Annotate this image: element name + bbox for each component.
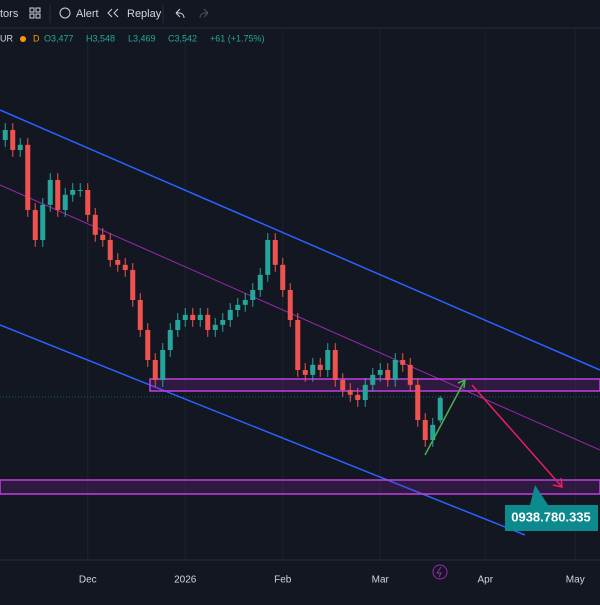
candle-body [287,290,293,320]
candle-body [17,144,23,150]
interval: D [33,33,40,43]
candle-body [362,384,368,400]
candle-body [197,314,203,320]
candle-body [47,180,53,205]
indicators-button[interactable]: tors [0,8,19,20]
x-tick-label: Mar [372,575,390,586]
candle-body [227,310,233,320]
candle-body [355,394,361,400]
callout-box [505,485,598,531]
candle-body [160,350,166,380]
candle-body [92,214,98,235]
alert-button[interactable]: Alert [76,8,99,20]
candle-body [317,364,323,370]
lightning-button[interactable] [432,564,448,580]
candle-body [295,320,301,370]
candle-body [25,144,31,210]
candle-body [437,397,443,421]
candle-body [400,360,406,365]
candle-body [220,320,226,325]
channel-lower [0,324,526,536]
candle-body [415,384,421,420]
candle-body [130,270,136,300]
candle-body [430,424,436,440]
candle-body [205,314,211,330]
redo-button[interactable] [199,8,209,19]
undo-button[interactable] [175,8,185,19]
x-tick-label: Feb [274,575,292,586]
candle-body [325,350,331,370]
market-dot [20,36,26,42]
candle-body [85,190,91,215]
candle-body [250,290,256,300]
candle-body [115,260,121,265]
alert-icon[interactable] [59,7,71,19]
candle-body [257,274,263,290]
candle-body [55,180,61,210]
candle-body [235,304,241,310]
candle-body [332,350,338,380]
ohlc-low: L3,469 [128,33,156,43]
candle-body [77,190,83,191]
replay-icon[interactable] [107,8,119,18]
candle-body [32,210,38,240]
candle-body [212,324,218,330]
symbol: UR [0,33,13,43]
candle-body [302,370,308,375]
candle-body [167,330,173,350]
candle-body [107,240,113,260]
candle-body [137,300,143,330]
down-arrow [471,384,563,488]
ohlc-change: +61 (+1.75%) [210,33,265,43]
callout-text: 0938.780.335 [511,509,591,524]
candle-body [385,370,391,380]
candles [2,123,443,447]
ohlc-open: O3,477 [44,33,74,43]
candle-body [182,314,188,320]
candle-body [310,364,316,375]
toolbar [0,0,600,28]
candle-body [100,234,106,240]
lightning-icon [436,566,442,578]
candle-body [407,364,413,385]
candle-body [2,130,8,140]
ohlc-high: H3,548 [86,33,115,43]
candle-body [122,264,128,270]
candle-body [145,330,151,360]
candle-body [377,370,383,375]
candle-body [190,314,196,320]
replay-button[interactable]: Replay [127,8,162,20]
candle-body [10,130,16,150]
candle-body [370,374,376,385]
candle-body [392,360,398,380]
channel-middle [0,184,600,451]
candle-body [272,240,278,265]
candle-body [40,204,46,240]
candle-body [265,240,271,275]
channel-upper [0,109,600,371]
candle-body [175,320,181,330]
candle-body [242,300,248,305]
x-tick-label: May [566,575,585,586]
x-tick-label: Apr [477,575,493,586]
candle-body [152,360,158,380]
candle-body [347,390,353,395]
candle-body [70,190,76,195]
candle-body [62,194,68,210]
support-zone [0,479,600,495]
candle-body [340,380,346,390]
candle-body [280,264,286,290]
ohlc-close: C3,542 [168,33,197,43]
x-tick-label: 2026 [174,575,197,586]
up-arrow [424,378,466,456]
x-tick-label: Dec [79,575,97,586]
candle-body [422,420,428,440]
layout-icon[interactable] [29,7,41,19]
